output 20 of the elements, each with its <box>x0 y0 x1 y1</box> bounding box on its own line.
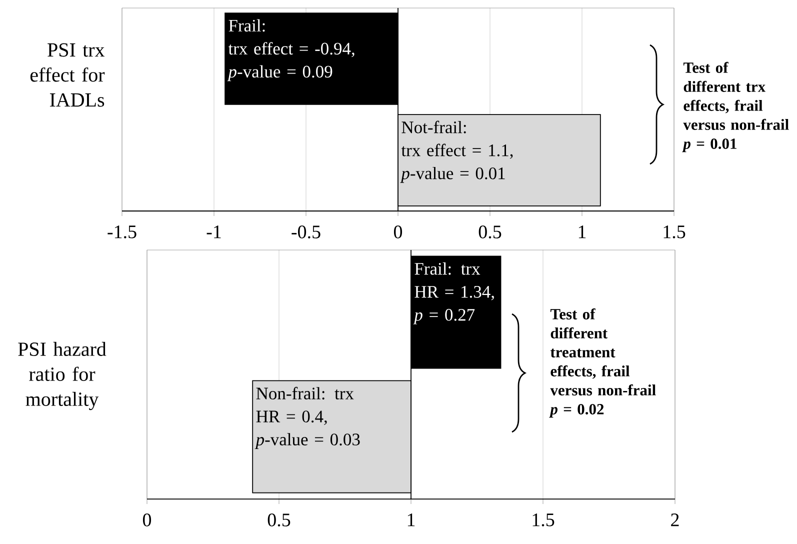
x-tick-label: 1.5 <box>664 226 686 238</box>
annotation: Test of different treatment effects, frail versus non-frail p = 0.02 <box>549 308 656 418</box>
x-tick-label: 1 <box>578 226 586 238</box>
y-axis-title: PSI trx effect for IADLs <box>30 43 105 107</box>
data-label: Not-frail: trx effect = 1.1, p-value = 0.01 <box>400 120 513 183</box>
x-tick-label: 0 <box>394 226 402 238</box>
data-label: Frail: trx HR = 1.34, p = 0.27 <box>413 262 494 324</box>
x-tick-label: 1.5 <box>532 514 554 526</box>
x-tick-label: -1.5 <box>108 226 136 238</box>
data-label: Frail: trx effect = -0.94, p-value = 0.09 <box>227 19 354 82</box>
y-axis-title: PSI hazard ratio for mortality <box>18 342 106 410</box>
x-tick-label: -0.5 <box>292 226 320 238</box>
x-tick-label: 0 <box>142 514 152 526</box>
x-tick-label: 1 <box>408 514 415 526</box>
data-label: Non-frail: trx HR = 0.4, p-value = 0.03 <box>254 386 360 449</box>
x-tick-label: 0.5 <box>478 226 502 238</box>
x-tick-label: -1 <box>206 226 221 238</box>
x-tick-label: 2 <box>671 514 679 526</box>
x-tick-label: 0.5 <box>268 514 290 526</box>
text: Test of different trx effects, frail versus non-frail p = 0.01 <box>682 62 789 152</box>
